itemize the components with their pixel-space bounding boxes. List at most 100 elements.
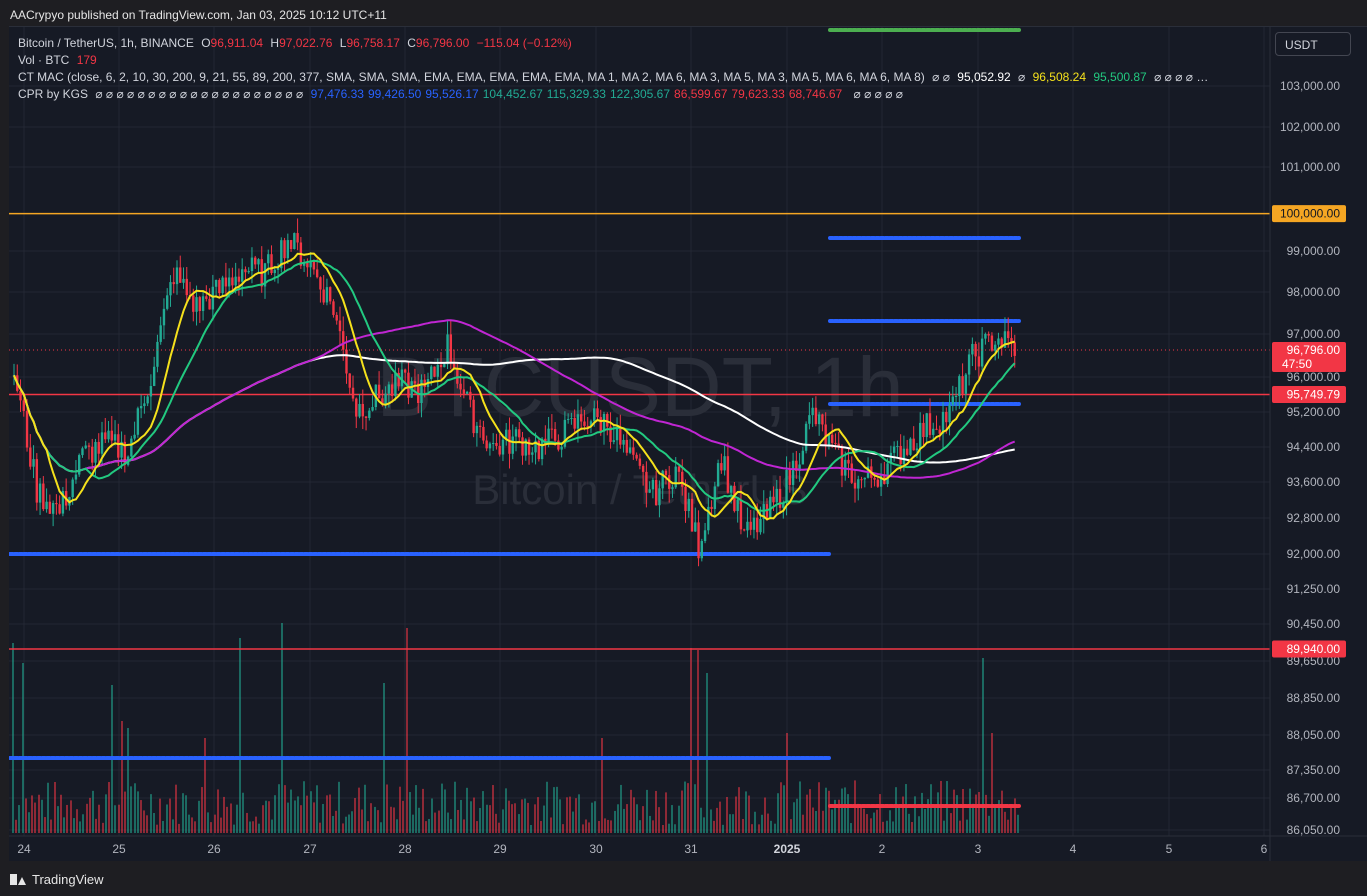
candle-body xyxy=(107,430,110,440)
candle-body xyxy=(61,491,65,514)
volume-bar xyxy=(601,738,603,833)
candle-body xyxy=(892,446,896,453)
volume-bar xyxy=(722,824,724,833)
volume-bar xyxy=(754,811,756,833)
chart-pane[interactable]: BTCUSDT, 1h Bitcoin / TetherUS 103,000.00 1… xyxy=(9,26,1367,861)
candle-body xyxy=(123,441,127,465)
footer-brand: TradingView xyxy=(32,872,104,887)
candle-body xyxy=(557,440,560,450)
volume-bar xyxy=(364,784,366,833)
candle-body xyxy=(452,363,456,370)
volume-bar xyxy=(892,821,894,833)
volume-bar xyxy=(815,810,817,833)
y-tick-label: 88,850.00 xyxy=(1287,691,1341,705)
y-tick-label: 98,000.00 xyxy=(1287,285,1341,299)
volume-bar xyxy=(927,799,929,833)
candle-body xyxy=(602,414,606,432)
candle-body xyxy=(1013,342,1016,356)
candle-body xyxy=(726,456,730,493)
candle-body xyxy=(293,233,296,250)
currency-button[interactable]: USDT xyxy=(1275,32,1351,56)
candle-body xyxy=(488,443,492,449)
volume-bar xyxy=(876,809,878,833)
volume-bar xyxy=(636,804,638,833)
y-tick-label: 86,050.00 xyxy=(1287,823,1341,837)
price-chart[interactable]: BTCUSDT, 1h Bitcoin / TetherUS 103,000.00 1… xyxy=(9,27,1367,861)
candle-body xyxy=(328,287,332,302)
volume-bar xyxy=(700,807,702,833)
volume-bar xyxy=(911,822,913,833)
candle-body xyxy=(687,498,690,512)
volume-legend[interactable]: Vol · BTC 179 xyxy=(18,53,101,67)
volume-bar xyxy=(866,814,868,833)
volume-bar xyxy=(780,782,782,833)
volume-bar xyxy=(777,793,779,833)
candle-body xyxy=(162,308,166,326)
volume-bar xyxy=(818,782,820,833)
candle-body xyxy=(632,447,635,455)
volume-bar xyxy=(642,806,644,833)
candle-body xyxy=(648,489,651,493)
close-label: C xyxy=(407,36,416,50)
tradingview-logo[interactable]: TradingView xyxy=(10,872,104,887)
volume-bar xyxy=(444,789,446,833)
candle-body xyxy=(325,287,329,303)
candle-body xyxy=(778,488,782,508)
candle-body xyxy=(531,452,534,455)
volume-bar xyxy=(310,791,312,833)
cpr-label[interactable]: CPR by KGS xyxy=(18,87,89,101)
volume-bar xyxy=(543,805,545,833)
candle-body xyxy=(742,529,746,531)
volume-bar xyxy=(54,781,56,833)
volume-bar xyxy=(153,812,155,833)
volume-bar xyxy=(246,812,248,833)
volume-bar xyxy=(706,673,708,833)
candle-body xyxy=(91,446,94,463)
candle-body xyxy=(840,446,844,476)
ctmac-legend[interactable]: CT MAC (close, 6, 2, 10, 30, 200, 9, 21,… xyxy=(18,70,1212,84)
volume-bar xyxy=(646,789,648,833)
candle-body xyxy=(185,278,188,296)
volume-bar xyxy=(73,818,75,833)
candle-body xyxy=(439,364,443,368)
volume-bar xyxy=(633,797,635,833)
volume-bar xyxy=(415,785,417,833)
candle-body xyxy=(674,466,677,488)
candle-body xyxy=(289,240,293,250)
volume-bar xyxy=(786,733,788,833)
candle-body xyxy=(609,426,612,442)
watermark: BTCUSDT, 1h xyxy=(376,340,903,434)
volume-bar xyxy=(806,794,808,833)
candle-body xyxy=(169,282,172,296)
volume-bar xyxy=(620,784,622,833)
candle-body xyxy=(808,415,811,424)
candle-body xyxy=(77,455,81,475)
cpr-legend[interactable]: CPR by KGS ⌀ ⌀ ⌀ ⌀ ⌀ ⌀ ⌀ ⌀ ⌀ ⌀ ⌀ ⌀ ⌀ ⌀ ⌀… xyxy=(18,87,907,101)
watermark-sub: Bitcoin / TetherUS xyxy=(472,466,807,513)
symbol-legend[interactable]: Bitcoin / TetherUS, 1h, BINANCE O96,911.… xyxy=(18,36,576,50)
candle-body xyxy=(804,423,808,451)
candle-body xyxy=(19,390,22,401)
volume-bar xyxy=(505,788,507,833)
volume-bar xyxy=(841,788,843,833)
volume-label[interactable]: Vol · BTC xyxy=(18,53,70,67)
candle-body xyxy=(896,445,899,447)
ctmac-label[interactable]: CT MAC (close, 6, 2, 10, 30, 200, 9, 21,… xyxy=(18,70,925,84)
y-tick-label: 87,350.00 xyxy=(1287,763,1341,777)
candle-body xyxy=(270,254,273,274)
candle-body xyxy=(622,439,625,445)
volume-bar xyxy=(585,819,587,833)
candle-body xyxy=(651,479,655,490)
candle-body xyxy=(697,522,700,559)
symbol-title[interactable]: Bitcoin / TetherUS, 1h, BINANCE xyxy=(18,36,194,50)
volume-bar xyxy=(671,805,673,833)
volume-bar xyxy=(684,781,686,833)
candle-body xyxy=(889,452,893,464)
volume-bar xyxy=(338,781,340,833)
candle-body xyxy=(817,414,821,425)
level-tag-89940: 89,940.00 xyxy=(1287,642,1341,656)
volume-bar xyxy=(214,814,216,833)
volume-bar xyxy=(828,790,830,833)
candle-body xyxy=(280,240,283,269)
candle-body xyxy=(775,488,778,503)
